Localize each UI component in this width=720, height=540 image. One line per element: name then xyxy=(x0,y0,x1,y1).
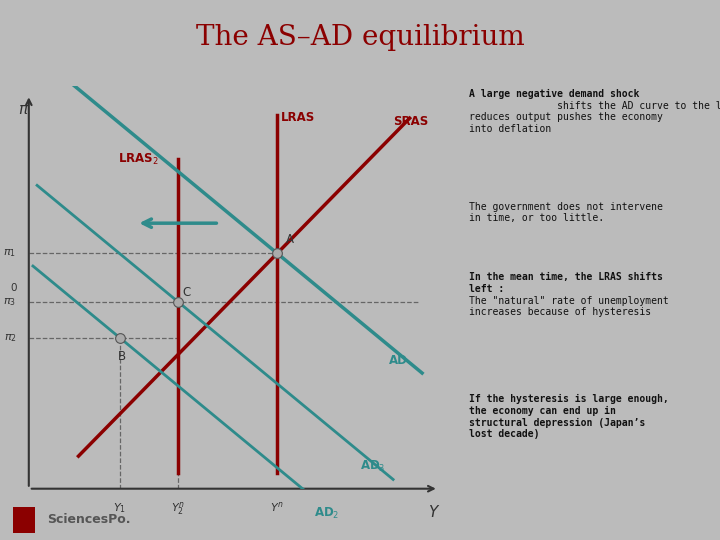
Text: The "natural" rate of unemployment
increases because of hysteresis: The "natural" rate of unemployment incre… xyxy=(469,273,669,318)
Bar xyxy=(13,507,35,532)
Text: AD$_2$: AD$_2$ xyxy=(315,505,340,521)
Text: 0: 0 xyxy=(10,282,17,293)
Text: The AS–AD equilibrium: The AS–AD equilibrium xyxy=(196,24,524,51)
Text: SRAS: SRAS xyxy=(393,115,428,128)
Text: AD$_3$: AD$_3$ xyxy=(360,459,385,474)
Text: LRAS: LRAS xyxy=(282,111,315,124)
Text: If the hysteresis is large enough,
the economy can end up in
structural depressi: If the hysteresis is large enough, the e… xyxy=(469,394,669,440)
Text: shifts the AD curve to the left, which
reduces output pushes the economy
into de: shifts the AD curve to the left, which r… xyxy=(469,89,720,134)
Text: AD: AD xyxy=(389,354,408,367)
Text: A: A xyxy=(285,233,294,246)
Text: $Y_1$: $Y_1$ xyxy=(113,501,127,515)
Text: SciencesPo.: SciencesPo. xyxy=(47,513,130,526)
Text: The government does not intervene
in time, or too little.: The government does not intervene in tim… xyxy=(469,202,663,224)
Text: In the mean time, the LRAS shifts
left :: In the mean time, the LRAS shifts left : xyxy=(469,273,663,294)
Text: $\pi_2$: $\pi_2$ xyxy=(4,332,17,344)
Text: C: C xyxy=(182,286,190,299)
Text: $\pi_1$: $\pi_1$ xyxy=(4,247,17,259)
Text: Y: Y xyxy=(428,505,437,520)
Text: B: B xyxy=(118,350,126,363)
Text: A large negative demand shock: A large negative demand shock xyxy=(469,89,640,99)
Text: LRAS$_2$: LRAS$_2$ xyxy=(118,152,158,167)
Text: $Y_2^n$: $Y_2^n$ xyxy=(171,500,185,517)
Text: π: π xyxy=(18,103,27,118)
Text: $Y^n$: $Y^n$ xyxy=(270,500,284,514)
Text: $\pi_3$: $\pi_3$ xyxy=(4,296,17,308)
